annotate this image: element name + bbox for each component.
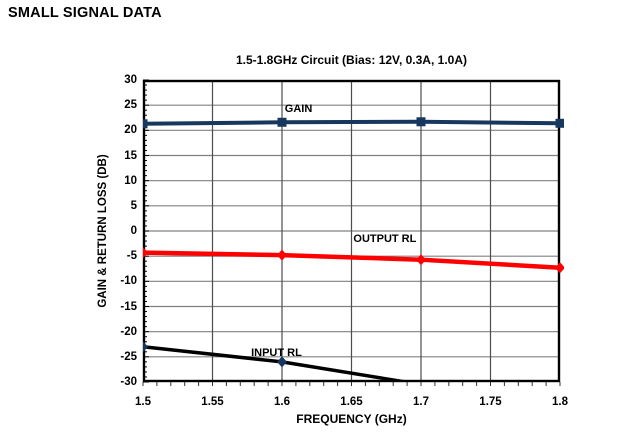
- marker-square: [555, 118, 564, 128]
- plot-area: [142, 79, 564, 386]
- x-axis-title: FREQUENCY (GHz): [296, 412, 407, 426]
- x-tick-label: 1.55: [201, 396, 224, 408]
- marker-square: [416, 117, 426, 127]
- marker-square: [143, 119, 148, 129]
- marker-diamond: [277, 356, 287, 368]
- y-tick-label: -20: [120, 325, 137, 338]
- x-tick-label: 1.65: [340, 396, 363, 408]
- chart-title: 1.5-1.8GHz Circuit (Bias: 12V, 0.3A, 1.0…: [236, 53, 467, 67]
- x-tick-label: 1.75: [479, 396, 502, 408]
- y-tick-label: -25: [120, 350, 137, 363]
- y-tick-label: -15: [120, 300, 137, 313]
- y-tick-label: 30: [124, 74, 137, 86]
- plot-border: [142, 79, 561, 383]
- y-tick-label: -5: [126, 250, 137, 263]
- series-label-gain: GAIN: [284, 103, 313, 116]
- y-tick-label: 10: [124, 174, 137, 187]
- marker-square: [277, 117, 287, 127]
- series-label-output-rl: OUTPUT RL: [353, 233, 417, 246]
- y-tick-label: 0: [130, 225, 137, 237]
- marker-diamond: [143, 341, 148, 353]
- marker-diamond: [555, 262, 564, 274]
- x-tick-label: 1.5: [135, 396, 151, 408]
- y-tick-label: 20: [124, 124, 137, 137]
- page-title: SMALL SIGNAL DATA: [8, 5, 162, 21]
- y-tick-label: 15: [124, 149, 137, 162]
- x-tick-label: 1.8: [552, 396, 568, 408]
- marker-diamond: [416, 254, 426, 266]
- y-tick-label: 5: [130, 199, 137, 212]
- series-label-input-rl: INPUT RL: [251, 346, 302, 359]
- x-tick-label: 1.6: [274, 396, 290, 408]
- marker-diamond: [143, 247, 148, 259]
- x-tick-label: 1.7: [413, 396, 429, 408]
- series-line-gain: [143, 119, 561, 126]
- marker-diamond: [277, 249, 287, 261]
- y-tick-label: -10: [120, 275, 137, 288]
- y-tick-label: -30: [120, 376, 137, 388]
- series-line-output-rl: [143, 250, 561, 270]
- series-group: [143, 117, 564, 382]
- y-tick-label: 25: [124, 99, 137, 112]
